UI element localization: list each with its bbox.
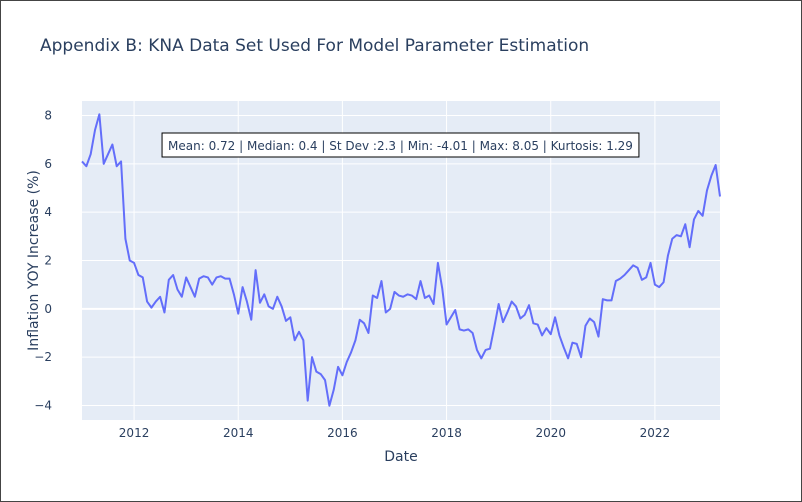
annotation-box: [161, 132, 640, 158]
y-axis-title: Inflation YOY Increase (%): [26, 170, 42, 351]
x-tick-label: 2014: [223, 426, 254, 440]
series-line: [81, 113, 721, 407]
y-tick-label: 8: [44, 109, 52, 123]
chart-title: Appendix B: KNA Data Set Used For Model …: [40, 36, 589, 56]
y-tick-label: −2: [34, 350, 52, 364]
y-tick-label: 2: [44, 254, 52, 268]
annotation-text: Mean: 0.72 | Median: 0.4 | St Dev :2.3 |…: [168, 139, 633, 153]
y-tick-label: −4: [34, 399, 52, 413]
x-tick-label: 2022: [640, 426, 671, 440]
grid: [82, 101, 720, 420]
x-tick-label: 2018: [431, 426, 462, 440]
stats-annotation: Mean: 0.72 | Median: 0.4 | St Dev :2.3 |…: [161, 132, 640, 158]
y-tick-label: 6: [44, 157, 52, 171]
y-tick-label: 4: [44, 205, 52, 219]
x-tick-label: 2012: [119, 426, 150, 440]
x-axis-title: Date: [384, 449, 417, 465]
x-tick-label: 2016: [327, 426, 358, 440]
y-tick-label: 0: [44, 302, 52, 316]
ticks: 2012 2014 2016 2018 2020 2022 −4 −2 0 2 4 6 8: [34, 109, 670, 441]
x-tick-label: 2020: [535, 426, 566, 440]
